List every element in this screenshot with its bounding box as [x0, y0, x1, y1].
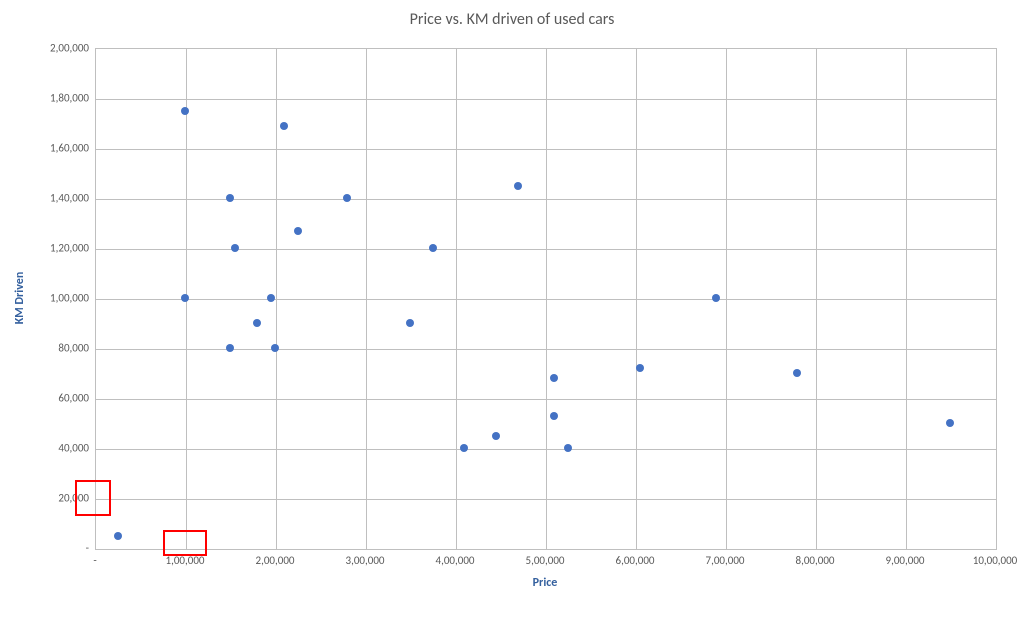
y-tick-label: 1,40,000 — [43, 192, 89, 205]
y-tick-label: 80,000 — [43, 342, 89, 355]
y-tick-label: 40,000 — [43, 442, 89, 455]
x-tick-label: 3,00,000 — [346, 554, 385, 567]
gridline-horizontal — [96, 299, 996, 300]
data-point — [114, 532, 122, 540]
gridline-horizontal — [96, 499, 996, 500]
x-tick-label: 9,00,000 — [886, 554, 925, 567]
data-point — [343, 194, 351, 202]
y-tick-label: - — [43, 542, 89, 555]
data-point — [636, 364, 644, 372]
x-tick-label: 2,00,000 — [256, 554, 295, 567]
data-point — [946, 419, 954, 427]
y-tick-label: 60,000 — [43, 392, 89, 405]
x-tick-label: 10,00,000 — [973, 554, 1018, 567]
annotation-rect — [163, 530, 207, 556]
data-point — [231, 244, 239, 252]
y-tick-label: 1,80,000 — [43, 92, 89, 105]
data-point — [406, 319, 414, 327]
data-point — [181, 107, 189, 115]
gridline-horizontal — [96, 99, 996, 100]
data-point — [280, 122, 288, 130]
data-point — [294, 227, 302, 235]
x-tick-label: - — [93, 554, 96, 567]
data-point — [460, 444, 468, 452]
x-tick-label: 5,00,000 — [526, 554, 565, 567]
y-tick-label: 1,20,000 — [43, 242, 89, 255]
annotation-rect — [75, 480, 111, 516]
data-point — [492, 432, 500, 440]
x-tick-label: 8,00,000 — [796, 554, 835, 567]
data-point — [550, 374, 558, 382]
gridline-horizontal — [96, 399, 996, 400]
data-point — [550, 412, 558, 420]
data-point — [253, 319, 261, 327]
chart-title: Price vs. KM driven of used cars — [0, 10, 1024, 29]
chart-container: Price vs. KM driven of used cars Price K… — [0, 0, 1024, 617]
data-point — [226, 194, 234, 202]
data-point — [181, 294, 189, 302]
y-tick-label: 1,00,000 — [43, 292, 89, 305]
x-tick-label: 7,00,000 — [706, 554, 745, 567]
gridline-horizontal — [96, 149, 996, 150]
data-point — [564, 444, 572, 452]
gridline-horizontal — [96, 449, 996, 450]
data-point — [271, 344, 279, 352]
x-axis-label: Price — [533, 576, 558, 590]
data-point — [514, 182, 522, 190]
data-point — [429, 244, 437, 252]
x-tick-label: 6,00,000 — [616, 554, 655, 567]
data-point — [226, 344, 234, 352]
y-axis-label: KM Driven — [13, 272, 27, 325]
data-point — [793, 369, 801, 377]
x-tick-label: 4,00,000 — [436, 554, 475, 567]
plot-area — [95, 48, 997, 550]
data-point — [712, 294, 720, 302]
y-tick-label: 1,60,000 — [43, 142, 89, 155]
data-point — [267, 294, 275, 302]
y-tick-label: 2,00,000 — [43, 42, 89, 55]
